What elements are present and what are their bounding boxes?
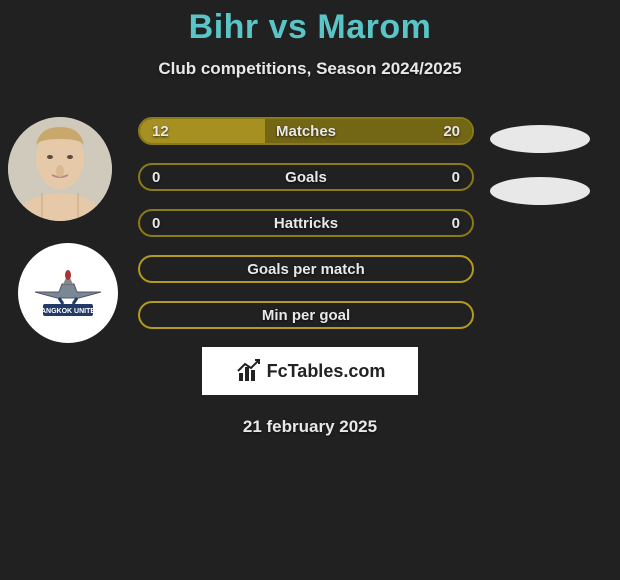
- stat-label: Hattricks: [274, 215, 338, 232]
- date-label: 21 february 2025: [0, 417, 620, 437]
- comparison-body: BANGKOK UNITED 12 Matches 20 0 Goals 0 0 Hattri…: [0, 117, 620, 329]
- title-left: Bihr: [189, 8, 259, 46]
- stat-label: Goals: [285, 169, 327, 186]
- stat-value-left: 0: [152, 169, 160, 186]
- player-club-placeholder: [490, 177, 590, 205]
- comparison-card: Bihr vs Marom Club competitions, Season …: [0, 0, 620, 437]
- stat-value-left: 12: [152, 123, 169, 140]
- stat-bar: 0 Hattricks 0: [138, 209, 474, 237]
- stat-bar: 0 Goals 0: [138, 163, 474, 191]
- player-avatar: [8, 117, 112, 221]
- chart-icon: [235, 357, 263, 385]
- stat-bar: Goals per match: [138, 255, 474, 283]
- avatar-icon: [8, 117, 112, 221]
- svg-text:BANGKOK UNITED: BANGKOK UNITED: [36, 308, 100, 315]
- player-avatar-placeholder: [490, 125, 590, 153]
- right-player-column: [490, 125, 600, 205]
- stat-value-right: 20: [443, 123, 460, 140]
- left-player-column: BANGKOK UNITED: [8, 117, 118, 343]
- club-badge-icon: BANGKOK UNITED: [29, 254, 107, 332]
- stat-label: Matches: [276, 123, 336, 140]
- stat-label: Min per goal: [262, 307, 350, 324]
- source-logo-text: FcTables.com: [267, 361, 386, 382]
- page-title: Bihr vs Marom: [0, 8, 620, 47]
- stat-value-left: 0: [152, 215, 160, 232]
- stat-bars: 12 Matches 20 0 Goals 0 0 Hattricks 0 Goals per m…: [138, 117, 474, 329]
- stat-label: Goals per match: [247, 261, 365, 278]
- title-right: Marom: [317, 8, 431, 46]
- source-logo[interactable]: FcTables.com: [202, 347, 418, 395]
- stat-value-right: 0: [452, 215, 460, 232]
- player-club-badge: BANGKOK UNITED: [18, 243, 118, 343]
- stat-value-right: 0: [452, 169, 460, 186]
- stat-bar: 12 Matches 20: [138, 117, 474, 145]
- stat-bar: Min per goal: [138, 301, 474, 329]
- subtitle: Club competitions, Season 2024/2025: [0, 59, 620, 79]
- title-vs: vs: [269, 8, 308, 46]
